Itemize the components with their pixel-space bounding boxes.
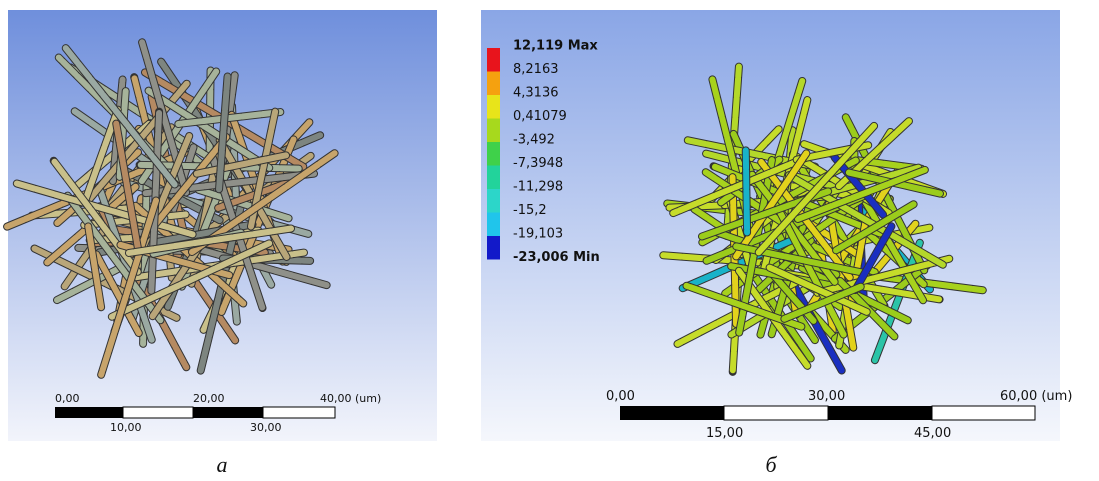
legend-label: -3,492 — [513, 133, 555, 148]
panel-caption: а — [217, 452, 228, 477]
legend-label: -23,006 Min — [513, 250, 600, 265]
scale-seg — [55, 407, 123, 418]
scale-label: 40,00 (um) — [320, 392, 381, 405]
legend-swatch — [487, 48, 500, 72]
legend-label: 4,3136 — [513, 86, 559, 101]
legend-swatch — [487, 189, 500, 213]
legend-label: 8,2163 — [513, 62, 559, 77]
scale-seg — [620, 406, 724, 420]
legend-swatch — [487, 236, 500, 260]
scale-seg — [932, 406, 1035, 420]
legend-swatch — [487, 95, 500, 119]
scale-seg — [724, 406, 828, 420]
fiber — [746, 150, 747, 232]
legend-swatch — [487, 142, 500, 166]
legend-swatch — [487, 166, 500, 190]
scale-label: 10,00 — [110, 421, 142, 434]
scale-label: 0,00 — [55, 392, 80, 405]
scale-label: 30,00 — [808, 389, 845, 404]
scale-seg — [263, 407, 335, 418]
scale-label: 60,00 (um) — [1000, 389, 1072, 404]
scale-label: 20,00 — [193, 392, 225, 405]
legend-label: -11,298 — [513, 180, 563, 195]
legend-swatch — [487, 119, 500, 143]
legend-label: -7,3948 — [513, 156, 563, 171]
legend-label: 0,41079 — [513, 109, 567, 124]
scale-label: 0,00 — [606, 389, 635, 404]
scale-seg — [828, 406, 932, 420]
legend-label: -19,103 — [513, 227, 563, 242]
scale-label: 45,00 — [914, 426, 951, 441]
scale-seg — [193, 407, 263, 418]
legend-label: 12,119 Max — [513, 39, 598, 54]
scale-label: 30,00 — [250, 421, 282, 434]
legend-swatch — [487, 213, 500, 237]
scale-seg — [123, 407, 193, 418]
figure: 12,119 Max 8,2163 4,3136 0,41079 -3,492 -7,39… — [0, 0, 1099, 481]
legend-label: -15,2 — [513, 203, 547, 218]
scale-label: 15,00 — [706, 426, 743, 441]
panel-caption: б — [765, 452, 777, 477]
legend-swatch — [487, 72, 500, 96]
